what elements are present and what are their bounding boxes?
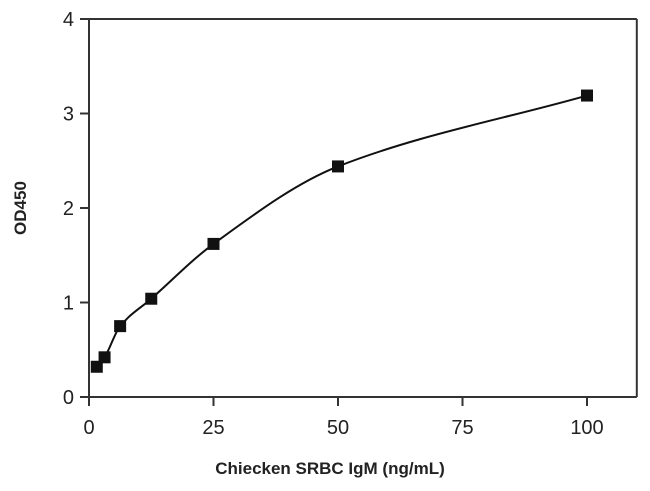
x-tick-label: 50 [327,417,349,439]
x-tick-label: 75 [451,417,473,439]
data-point [332,160,344,173]
data-point [207,237,220,250]
y-tick-label: 3 [63,104,74,126]
axis-ticks: 0 25 50 75 100 0 1 2 3 4 [63,9,604,439]
data-point [98,351,111,364]
x-tick-label: 0 [83,417,94,439]
data-point [581,89,593,102]
y-axis-label: OD450 [11,181,30,235]
data-point [145,292,158,305]
x-tick-label: 25 [202,417,224,439]
x-tick-label: 100 [570,417,603,439]
y-tick-label: 1 [63,293,74,315]
fit-curve [96,94,588,368]
y-tick-label: 0 [63,387,74,409]
data-point [114,320,127,333]
x-axis-label: Chiecken SRBC IgM (ng/mL) [215,459,445,478]
data-point [90,360,103,373]
y-tick-label: 2 [63,198,74,220]
y-tick-label: 4 [63,9,74,31]
plot-frame [80,18,638,406]
data-points [90,89,593,373]
